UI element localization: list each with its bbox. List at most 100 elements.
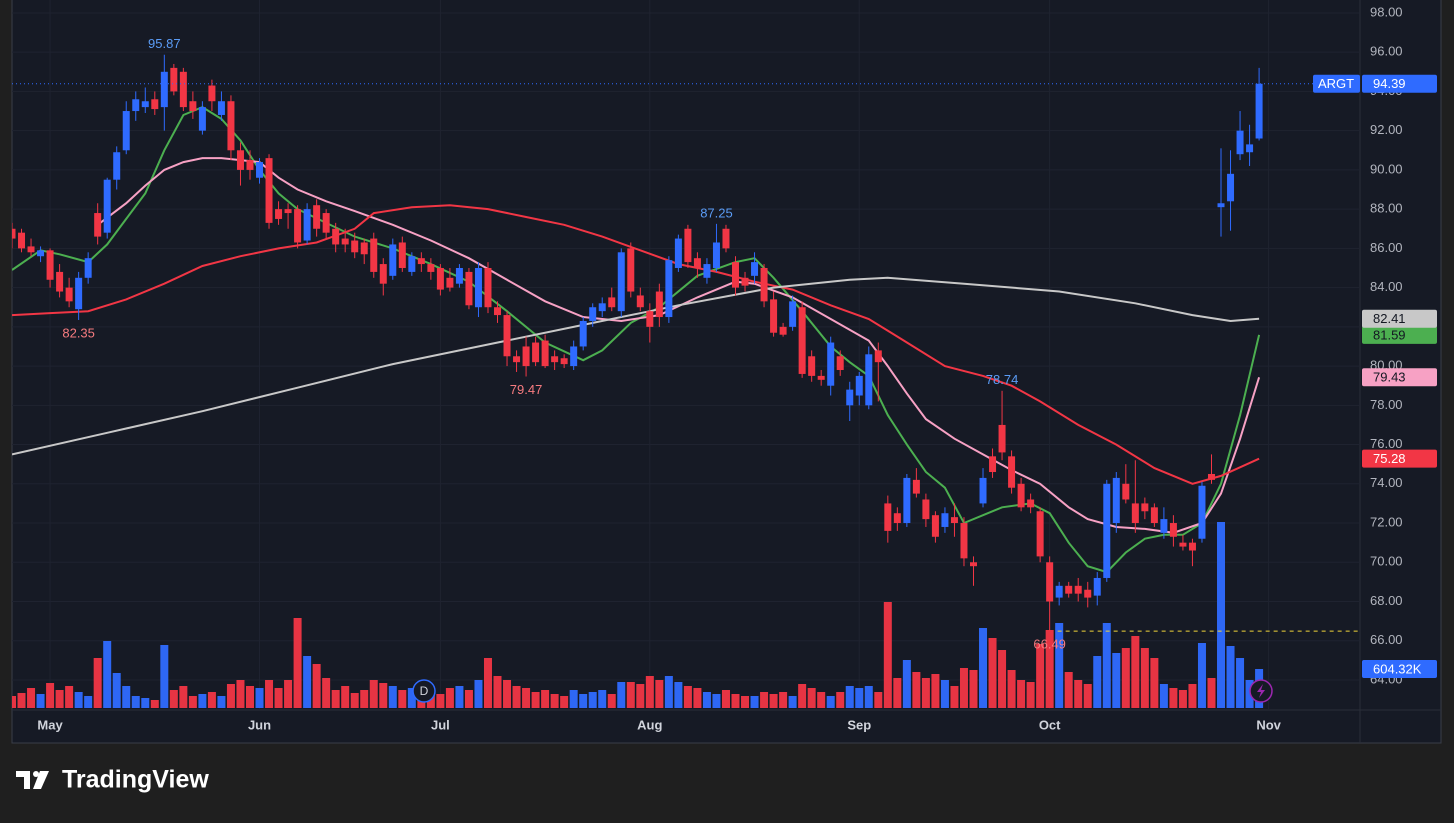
candle-body [1207,473,1215,480]
volume-bar [131,696,140,708]
volume-bar [645,676,654,708]
volume-bar [369,680,378,708]
candle-body [294,209,302,243]
candle-body [465,271,473,306]
volume-bar [912,672,921,708]
candle-body [265,158,273,223]
candle-body [789,301,797,327]
volume-bar [693,688,702,708]
low-annotation: 79.47 [510,382,543,397]
candle-body [1255,83,1263,139]
candle-body [1027,499,1035,508]
candle-body [931,515,939,537]
volume-bar [560,696,569,708]
volume-bar [398,690,407,708]
volume-bar [84,696,93,708]
volume-bar [455,686,464,708]
candle-body [474,267,482,308]
candle-body [1198,485,1206,539]
volume-bar [855,688,864,708]
candle-body [1160,519,1168,533]
volume-bar [988,638,997,708]
plot-area: 95.87 82.35 79.47 87.25 78.74 66.49 [12,36,1360,708]
volume-bar [807,688,816,708]
candle-body [532,342,540,363]
volume-bar [36,694,45,708]
candle-body [855,375,863,396]
candle-body [903,477,911,524]
candle-body [179,71,187,108]
volume-bar [445,688,454,708]
candle-body [846,389,854,406]
volume-bar [569,690,578,708]
y-tick-label: 74.00 [1370,475,1403,490]
event-marker[interactable] [1249,679,1273,703]
x-tick-label: Oct [1039,717,1061,732]
candle-body [113,152,121,180]
candle-body [227,101,235,151]
volume-bar [1055,623,1064,708]
candle-body [751,262,759,276]
candle-body [198,107,206,131]
volume-bar [921,678,930,708]
volume-bar [74,692,83,708]
volume-bar [864,686,873,708]
ma-value-badge: 79.43 [1373,370,1406,385]
volume-bar [712,694,721,708]
candle-body [712,242,720,268]
volume-bar [1102,623,1111,708]
candle-body [284,209,292,214]
y-tick-label: 72.00 [1370,514,1403,529]
volume-bar [874,692,883,708]
candle-body [722,228,730,249]
dividend-circle [412,679,436,703]
candle-body [151,99,159,110]
volume-bar [27,688,36,708]
candle-body [1036,511,1044,557]
candle-body [1246,144,1254,153]
y-tick-label: 92.00 [1370,122,1403,137]
volume-bar [1017,680,1026,708]
candle-body [627,248,635,292]
volume-bar [798,684,807,708]
volume-bar [179,686,188,708]
candle-body [1131,503,1139,524]
volume-bar [598,690,607,708]
y-tick-label: 66.00 [1370,632,1403,647]
dividend-marker[interactable]: D [412,679,436,703]
candle-body [1169,523,1177,537]
volume-bar [407,688,416,708]
volume-bar [531,692,540,708]
volume-bar [826,696,835,708]
candle-body [446,277,454,288]
candle-body [189,101,197,112]
volume-bar [1236,658,1245,708]
volume-bar [674,682,683,708]
volume-bar [65,686,74,708]
y-tick-label: 78.00 [1370,397,1403,412]
candle-body [46,250,54,280]
volume-bar [741,696,750,708]
volume-bar [769,694,778,708]
candle-body [170,67,178,92]
candle-body [275,209,283,219]
x-tick-label: Aug [637,717,662,732]
last-volume-badge: 604.32K [1373,661,1422,676]
volume-bar [464,690,473,708]
volume-bar [779,692,788,708]
volume-bar [1197,643,1206,708]
candle-body [732,262,740,288]
candle-body [655,291,663,318]
volume-bar [1036,644,1045,708]
candle-body [693,258,701,268]
candle-body [1122,483,1130,500]
volume-bar [979,628,988,708]
x-tick-label: Jul [431,717,450,732]
candle-body [351,240,359,253]
candle-body [998,424,1006,453]
volume-bar [1074,680,1083,708]
candle-body [18,232,26,249]
volume-bar [493,676,502,708]
symbol-badge-bg [1313,74,1360,93]
candle-body [979,477,987,504]
